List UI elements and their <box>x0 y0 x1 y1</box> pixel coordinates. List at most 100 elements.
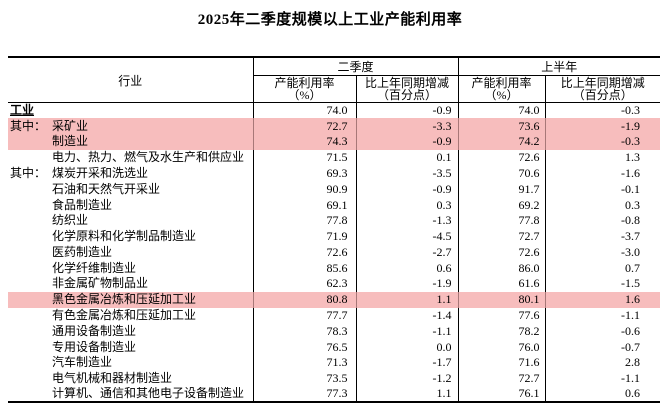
q2-rate-cell: 73.5 <box>252 370 356 387</box>
industry-cell: 计算机、通信和其他电子设备制造业 <box>8 387 253 403</box>
h1-change-cell: 2.8 <box>544 355 660 371</box>
q2-rate-cell: 77.7 <box>252 307 356 324</box>
industry-name: 通用设备制造业 <box>52 323 137 338</box>
table-row: 汽车制造业 71.3 -1.7 71.6 2.8 <box>8 355 660 371</box>
h1-rate-cell: 74.0 <box>457 102 546 119</box>
table-row: 医药制造业 72.6 -2.7 72.6 -3.0 <box>8 244 660 261</box>
table-row: 专用设备制造业 76.5 0.0 76.0 -0.7 <box>8 339 660 355</box>
header-unit: （%） <box>287 88 322 102</box>
industry-name: 专用设备制造业 <box>52 339 137 354</box>
industry-cell: 汽车制造业 <box>8 355 253 371</box>
h1-rate-cell: 86.0 <box>457 260 546 277</box>
table-row: 石油和天然气开采业 90.9 -0.9 91.7 -0.1 <box>8 181 660 198</box>
industry-name: 石油和天然气开采业 <box>52 181 161 196</box>
industry-cell: 化学原料和化学制品制造业 <box>8 229 253 245</box>
column-header-h1-change: 比上年同期增减 （百分点） <box>544 75 660 103</box>
industry-cell: 电力、热力、燃气及水生产和供应业 <box>8 150 253 166</box>
header-label: 产能利用率 <box>471 76 532 90</box>
q2-change-cell: -3.3 <box>355 118 459 135</box>
h1-rate-cell: 91.7 <box>457 181 546 198</box>
h1-change-cell: 1.6 <box>544 291 660 308</box>
table-row: 通用设备制造业 78.3 -1.1 78.2 -0.6 <box>8 323 660 340</box>
q2-change-cell: 1.1 <box>355 291 459 308</box>
q2-rate-cell: 74.0 <box>252 102 356 119</box>
q2-rate-cell: 71.3 <box>252 355 356 371</box>
q2-change-cell: -0.9 <box>355 134 459 150</box>
h1-rate-cell: 70.6 <box>457 165 546 182</box>
q2-rate-cell: 71.5 <box>252 149 356 166</box>
q2-change-cell: -1.7 <box>355 355 459 371</box>
industry-name: 医药制造业 <box>52 244 113 259</box>
column-header-q2-rate: 产能利用率 （%） <box>253 75 356 103</box>
q2-change-cell: -0.9 <box>355 102 459 119</box>
q2-rate-cell: 77.8 <box>252 212 356 229</box>
q2-change-cell: -1.1 <box>355 323 459 340</box>
table-row: 纺织业 77.8 -1.3 77.8 -0.8 <box>8 212 660 229</box>
h1-change-cell: -0.3 <box>544 134 660 150</box>
industry-name: 计算机、通信和其他电子设备制造业 <box>52 386 245 401</box>
industry-cell: 通用设备制造业 <box>8 323 253 339</box>
q2-change-cell: -3.5 <box>355 165 459 182</box>
industry-cell: 制造业 <box>8 134 253 150</box>
industry-cell: 医药制造业 <box>8 245 253 261</box>
table-row: 工业 74.0 -0.9 74.0 -0.3 <box>8 102 660 119</box>
h1-change-cell: -0.7 <box>544 339 660 355</box>
h1-rate-cell: 78.2 <box>457 323 546 340</box>
h1-rate-cell: 77.8 <box>457 212 546 229</box>
header-sub-row: 产能利用率 （%） 比上年同期增减 （百分点） 产能利用率 （%） 比上年同期增… <box>8 75 660 103</box>
header-unit: （百分点） <box>377 88 438 102</box>
q2-rate-cell: 76.5 <box>252 339 356 355</box>
header-label: 比上年同期增减 <box>365 76 450 90</box>
q2-rate-cell: 62.3 <box>252 276 356 292</box>
industry-name: 工业 <box>10 103 35 118</box>
header-unit: （%） <box>484 88 519 102</box>
industry-name: 电气机械和器材制造业 <box>52 371 173 386</box>
table-row: 其中： 采矿业 72.7 -3.3 73.6 -1.9 <box>8 118 660 135</box>
industry-cell: 其中： 采矿业 <box>8 118 253 135</box>
q2-rate-cell: 71.9 <box>252 228 356 245</box>
column-header-h1-rate: 产能利用率 （%） <box>457 75 546 103</box>
q2-change-cell: -1.9 <box>355 276 459 292</box>
column-group-h1: 上半年 <box>457 57 660 76</box>
table-row: 计算机、通信和其他电子设备制造业 77.3 1.1 76.1 0.6 <box>8 386 660 403</box>
q2-rate-cell: 72.7 <box>252 118 356 135</box>
table-row: 黑色金属冶炼和压延加工业 80.8 1.1 80.1 1.6 <box>8 291 660 308</box>
table-row: 制造业 74.3 -0.9 74.2 -0.3 <box>8 134 660 150</box>
table-row: 化学原料和化学制品制造业 71.9 -4.5 72.7 -3.7 <box>8 228 660 245</box>
q2-change-cell: 0.0 <box>355 339 459 355</box>
q2-rate-cell: 80.8 <box>252 291 356 308</box>
q2-change-cell: -1.3 <box>355 212 459 229</box>
table-header: 行业 二季度 上半年 产能利用率 （%） 比上年同期增减 （百分点） 产能利用率… <box>8 57 660 103</box>
h1-rate-cell: 71.6 <box>457 355 546 371</box>
column-header-q2-change: 比上年同期增减 （百分点） <box>355 75 459 103</box>
table-body: 工业 74.0 -0.9 74.0 -0.3 其中： 采矿业 72.7 -3.3 73.6 -1.9… <box>8 102 660 403</box>
industry-cell: 化学纤维制造业 <box>8 260 253 276</box>
q2-change-cell: 0.3 <box>355 197 459 213</box>
h1-change-cell: -0.1 <box>544 181 660 198</box>
h1-change-cell: -1.1 <box>544 307 660 324</box>
industry-cell: 石油和天然气开采业 <box>8 181 253 197</box>
h1-rate-cell: 73.6 <box>457 118 546 135</box>
table-row: 电力、热力、燃气及水生产和供应业 71.5 0.1 72.6 1.3 <box>8 149 660 166</box>
industry-name: 纺织业 <box>52 213 89 228</box>
page-title: 2025年二季度规模以上工业产能利用率 <box>197 12 463 28</box>
industry-cell: 有色金属冶炼和压延加工业 <box>8 308 253 324</box>
h1-change-cell: -0.6 <box>544 323 660 340</box>
h1-rate-cell: 61.6 <box>457 276 546 292</box>
table-row: 其中： 煤炭开采和洗选业 69.3 -3.5 70.6 -1.6 <box>8 165 660 182</box>
h1-rate-cell: 77.6 <box>457 307 546 324</box>
table-row: 有色金属冶炼和压延加工业 77.7 -1.4 77.6 -1.1 <box>8 307 660 324</box>
capacity-utilization-table: 行业 二季度 上半年 产能利用率 （%） 比上年同期增减 （百分点） 产能利用率… <box>8 56 660 404</box>
industry-name: 制造业 <box>52 134 89 149</box>
table-row: 非金属矿物制品业 62.3 -1.9 61.6 -1.5 <box>8 276 660 292</box>
h1-rate-cell: 72.6 <box>457 244 546 261</box>
h1-rate-cell: 76.0 <box>457 339 546 355</box>
table-row: 食品制造业 69.1 0.3 69.2 0.3 <box>8 197 660 213</box>
industry-cell: 非金属矿物制品业 <box>8 276 253 292</box>
h1-change-cell: -1.5 <box>544 276 660 292</box>
h1-change-cell: -0.8 <box>544 212 660 229</box>
row-prefix: 其中： <box>10 118 47 133</box>
industry-name: 煤炭开采和洗选业 <box>52 166 149 181</box>
h1-rate-cell: 76.1 <box>457 386 546 403</box>
q2-rate-cell: 74.3 <box>252 134 356 150</box>
